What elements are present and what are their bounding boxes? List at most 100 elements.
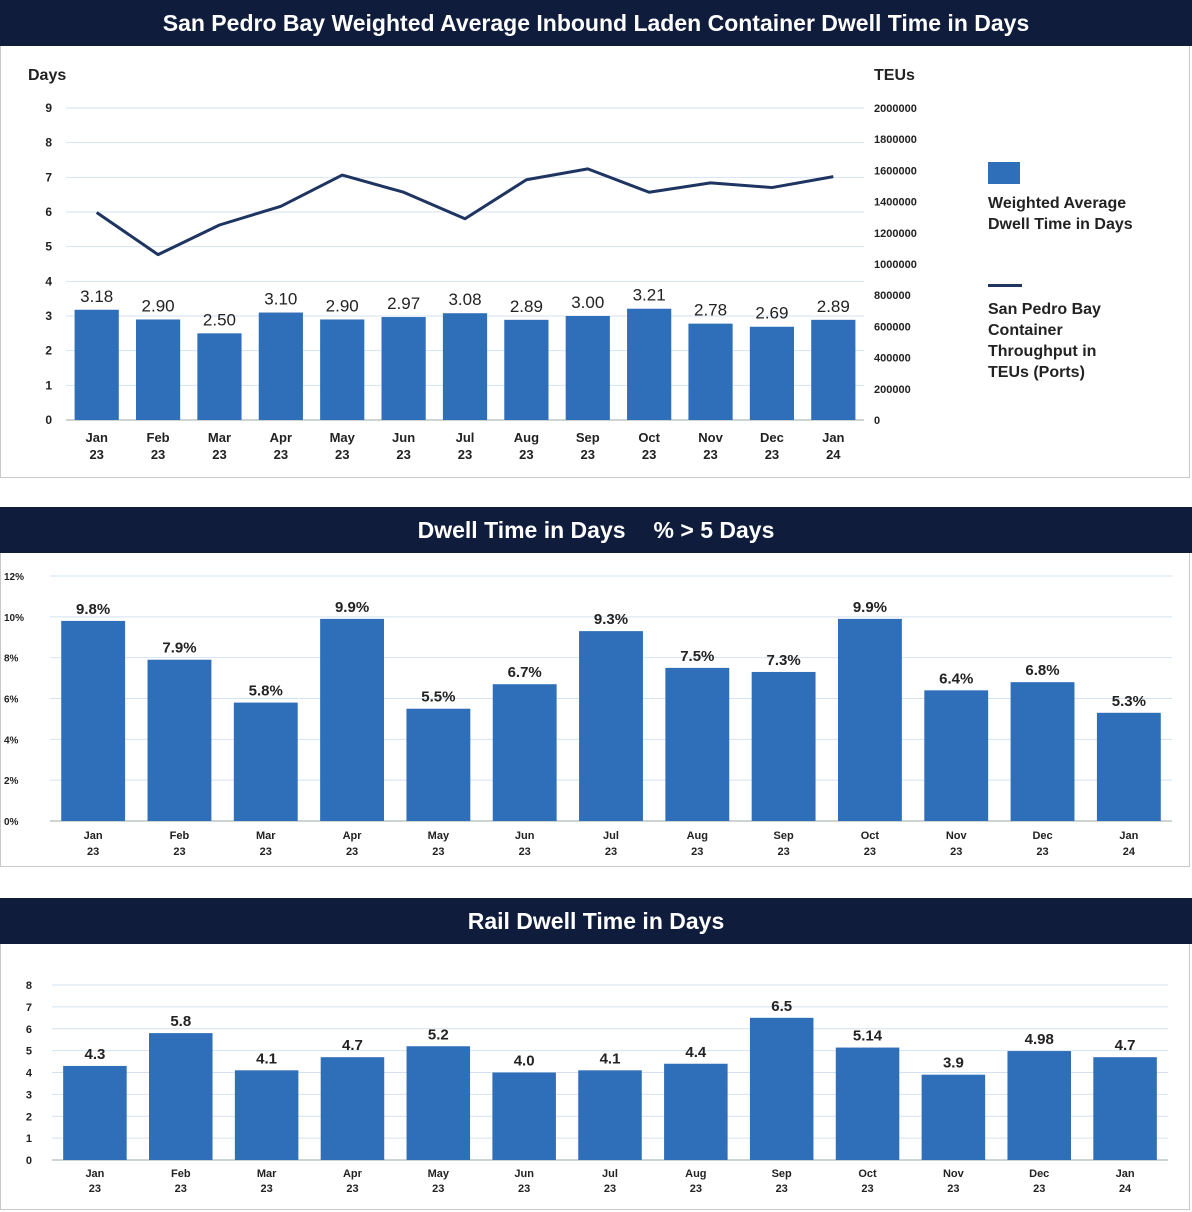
y-left-tick-label: 6 xyxy=(45,205,52,219)
bar xyxy=(837,618,902,821)
y-left-axis-label: Days xyxy=(28,67,66,84)
x-tick-year: 23 xyxy=(260,1183,272,1195)
bar xyxy=(406,708,471,821)
bar xyxy=(749,1017,814,1160)
bar xyxy=(147,659,212,821)
data-label: 3.08 xyxy=(448,290,481,309)
x-tick-year: 23 xyxy=(87,846,99,858)
chart3-title-banner: Rail Dwell Time in Days xyxy=(0,898,1192,944)
y-tick-label: 1 xyxy=(26,1133,32,1145)
x-tick-month: Aug xyxy=(687,830,708,842)
x-tick-month: Oct xyxy=(858,1168,877,1180)
y-left-tick-label: 9 xyxy=(45,101,52,115)
data-label: 5.14 xyxy=(853,1028,883,1045)
bar xyxy=(1010,682,1075,821)
chart2-title: Dwell Time in Days xyxy=(417,517,626,543)
bar xyxy=(921,1074,986,1160)
bar xyxy=(149,1033,213,1160)
bar xyxy=(627,308,672,420)
bar xyxy=(492,1072,556,1160)
data-label: 5.8 xyxy=(170,1013,191,1030)
data-label: 9.3% xyxy=(594,611,628,628)
data-label: 5.2 xyxy=(428,1026,449,1043)
data-label: 4.1 xyxy=(256,1050,277,1067)
x-tick-year: 23 xyxy=(776,1183,788,1195)
x-tick-month: Dec xyxy=(1032,830,1052,842)
x-tick-year: 23 xyxy=(519,447,533,462)
y-tick-label: 3 xyxy=(26,1089,32,1101)
data-label: 4.0 xyxy=(514,1053,535,1070)
y-right-tick-label: 200000 xyxy=(874,384,911,396)
bar xyxy=(406,1046,471,1160)
x-tick-month: Jan xyxy=(84,830,103,842)
x-tick-year: 23 xyxy=(396,447,410,462)
x-tick-year: 24 xyxy=(1123,846,1136,858)
y-tick-label: 12% xyxy=(4,572,24,583)
bar xyxy=(197,333,242,420)
x-tick-month: Feb xyxy=(147,430,170,445)
y-right-tick-label: 600000 xyxy=(874,321,911,333)
y-right-tick-label: 1200000 xyxy=(874,228,917,240)
x-tick-month: Jul xyxy=(602,1168,618,1180)
data-label: 2.90 xyxy=(326,296,359,315)
x-tick-month: Apr xyxy=(343,830,363,842)
y-right-tick-label: 800000 xyxy=(874,290,911,302)
x-tick-year: 23 xyxy=(691,846,703,858)
data-label: 9.9% xyxy=(335,599,369,616)
y-left-tick-label: 1 xyxy=(45,378,52,392)
x-tick-month: Sep xyxy=(774,830,794,842)
x-tick-month: Sep xyxy=(772,1168,792,1180)
bar xyxy=(233,702,298,821)
x-tick-month: Jun xyxy=(514,1168,534,1180)
y-right-tick-label: 0 xyxy=(874,415,880,427)
x-tick-year: 23 xyxy=(864,846,876,858)
x-tick-year: 23 xyxy=(605,846,617,858)
y-left-tick-label: 0 xyxy=(45,413,52,427)
data-label: 4.1 xyxy=(600,1050,621,1067)
throughput-line xyxy=(95,167,834,257)
x-tick-month: Oct xyxy=(638,430,660,445)
y-tick-label: 4 xyxy=(26,1068,33,1080)
x-tick-year: 23 xyxy=(1036,846,1048,858)
y-left-tick-label: 3 xyxy=(45,309,52,323)
y-tick-label: 0% xyxy=(4,817,19,828)
data-label: 4.3 xyxy=(84,1046,105,1063)
x-tick-month: Oct xyxy=(861,830,880,842)
data-label: 7.3% xyxy=(767,652,801,669)
chart2-plot: 0% 2% 4% 6% 8% 10% 12% 9.8% Jan 23 7.9% Feb 23 5.8% Ma… xyxy=(4,572,1172,858)
bar xyxy=(320,618,385,821)
data-label: 3.18 xyxy=(80,287,113,306)
x-tick-month: May xyxy=(428,1168,450,1180)
x-tick-month: Mar xyxy=(257,1168,277,1180)
legend-bar-swatch xyxy=(988,162,1020,184)
data-label: 2.78 xyxy=(694,301,727,320)
chart1-title: San Pedro Bay Weighted Average Inbound L… xyxy=(162,10,1030,36)
data-label: 6.5 xyxy=(771,998,792,1015)
bar xyxy=(811,319,856,420)
bar xyxy=(320,1057,385,1160)
x-tick-year: 23 xyxy=(519,846,531,858)
x-tick-month: Apr xyxy=(270,430,292,445)
x-tick-year: 23 xyxy=(458,447,472,462)
x-tick-year: 23 xyxy=(175,1183,187,1195)
data-label: 4.7 xyxy=(1115,1037,1136,1054)
x-tick-month: Aug xyxy=(685,1168,706,1180)
x-tick-year: 23 xyxy=(604,1183,616,1195)
y-left-tick-label: 2 xyxy=(45,344,52,358)
bar xyxy=(578,1070,642,1160)
data-label: 3.9 xyxy=(943,1055,964,1072)
x-tick-month: Nov xyxy=(698,430,723,445)
x-tick-month: Jan xyxy=(822,430,844,445)
y-right-axis-label: TEUs xyxy=(874,67,915,84)
x-tick-year: 23 xyxy=(274,447,288,462)
bar xyxy=(1007,1051,1071,1160)
y-tick-label: 2% xyxy=(4,776,19,787)
bar xyxy=(63,1065,127,1160)
x-tick-year: 23 xyxy=(212,447,226,462)
y-tick-label: 6% xyxy=(4,695,19,706)
bar xyxy=(74,309,119,420)
chart2-title-suffix: % > 5 Days xyxy=(653,517,775,543)
y-right-tick-label: 400000 xyxy=(874,353,911,365)
data-label: 3.21 xyxy=(633,286,666,305)
